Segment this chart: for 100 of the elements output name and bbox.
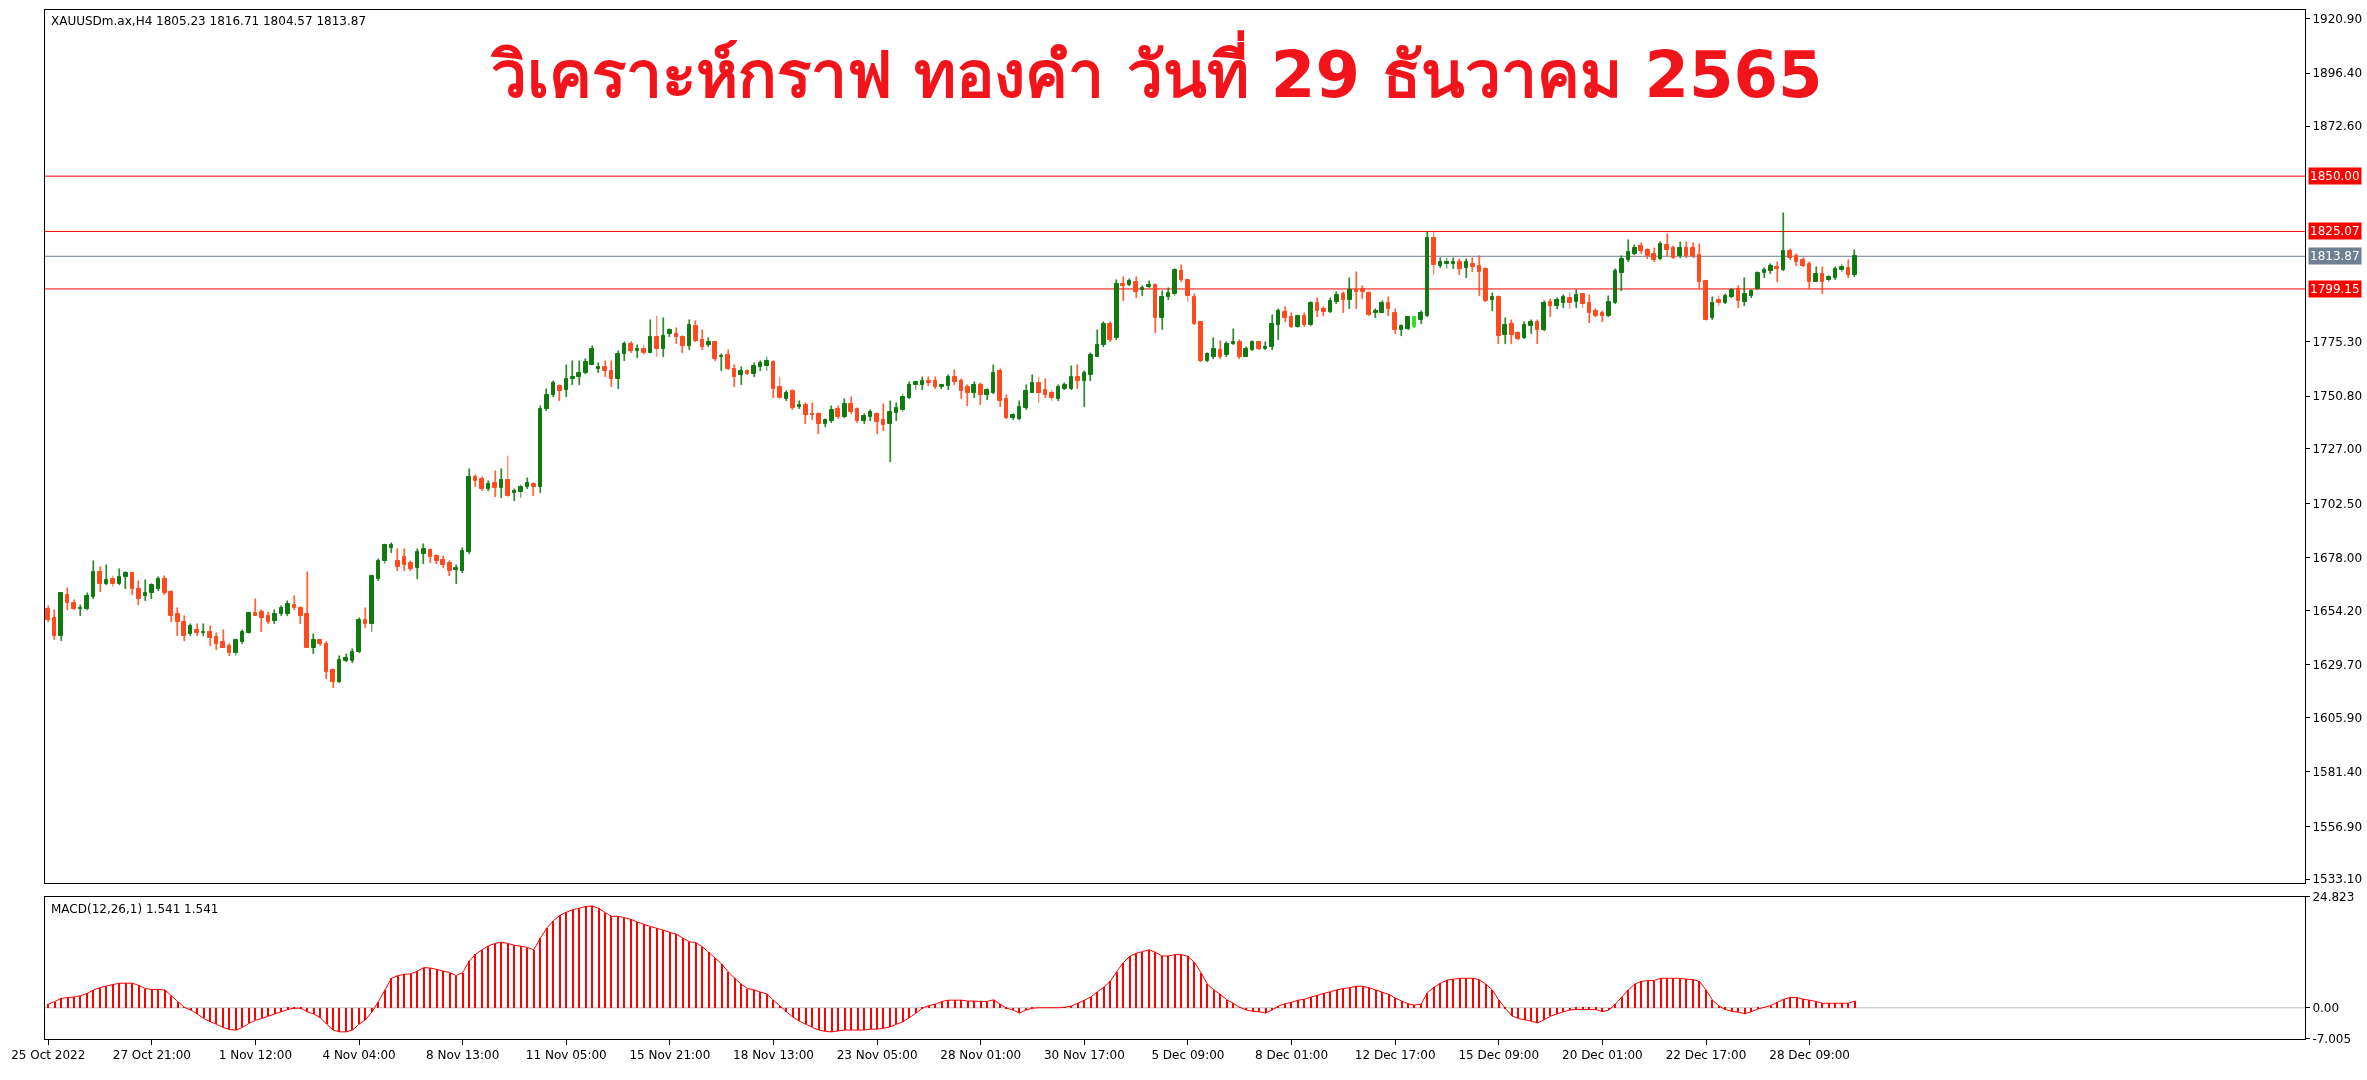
- bar: [1213, 990, 1215, 1008]
- bar: [986, 1002, 988, 1008]
- bar: [533, 950, 535, 1008]
- bar: [1446, 980, 1448, 1008]
- bar: [1640, 981, 1642, 1008]
- bar: [481, 950, 483, 1008]
- bar: [1226, 1000, 1228, 1008]
- x-tick-label: 23 Nov 05:00: [836, 1048, 918, 1063]
- bar: [772, 1000, 774, 1008]
- bar: [209, 1008, 211, 1022]
- bar: [462, 973, 464, 1008]
- bar: [1342, 989, 1344, 1008]
- bar: [649, 927, 651, 1008]
- bar: [565, 912, 567, 1008]
- bar: [131, 983, 133, 1008]
- bar: [1472, 978, 1474, 1008]
- bar: [759, 992, 761, 1008]
- bar: [1536, 1008, 1538, 1023]
- bar: [1193, 962, 1195, 1008]
- x-tick-label: 4 Nov 04:00: [322, 1048, 396, 1063]
- bar: [1478, 980, 1480, 1008]
- bar: [1491, 990, 1493, 1008]
- bar: [1666, 978, 1668, 1008]
- bar: [980, 1002, 982, 1008]
- bar: [1394, 998, 1396, 1008]
- bar: [604, 913, 606, 1008]
- bar: [468, 961, 470, 1008]
- bar: [1452, 979, 1454, 1008]
- bar: [1206, 984, 1208, 1008]
- bar: [364, 1008, 366, 1020]
- x-tick-label: 25 Oct 2022: [11, 1048, 86, 1063]
- bar: [254, 1008, 256, 1020]
- bar: [1129, 956, 1131, 1008]
- bar: [442, 971, 444, 1008]
- bar: [578, 908, 580, 1008]
- bar: [151, 989, 153, 1008]
- bar: [1789, 997, 1791, 1008]
- bar: [1336, 990, 1338, 1008]
- bar: [1141, 952, 1143, 1008]
- x-tick-label: 30 Nov 17:00: [1043, 1048, 1125, 1063]
- bar: [125, 983, 127, 1008]
- bar: [1316, 995, 1318, 1008]
- bar: [766, 994, 768, 1008]
- bar: [1109, 981, 1111, 1008]
- x-tick-label: 8 Dec 01:00: [1255, 1048, 1329, 1063]
- bar: [1465, 978, 1467, 1008]
- bar: [241, 1008, 243, 1027]
- bar: [993, 1000, 995, 1008]
- bar: [753, 990, 755, 1008]
- bar: [734, 978, 736, 1008]
- bar: [397, 976, 399, 1008]
- x-tick-label: 15 Dec 09:00: [1458, 1048, 1540, 1063]
- bar: [416, 971, 418, 1008]
- x-tick-label: 22 Dec 17:00: [1665, 1048, 1747, 1063]
- bar: [92, 990, 94, 1008]
- bar: [908, 1008, 910, 1018]
- bar: [1524, 1008, 1526, 1020]
- bar: [1634, 984, 1636, 1008]
- bar: [1349, 988, 1351, 1008]
- bar: [261, 1008, 263, 1018]
- x-tick-label: 28 Dec 09:00: [1769, 1048, 1850, 1063]
- bar: [105, 986, 107, 1008]
- bar: [248, 1008, 250, 1023]
- bar: [811, 1008, 813, 1027]
- bar: [1459, 978, 1461, 1008]
- bar: [1621, 997, 1623, 1008]
- bar: [79, 996, 81, 1008]
- y-tick-label: -7.005: [2312, 1032, 2352, 1047]
- bar: [636, 922, 638, 1008]
- bar: [449, 973, 451, 1008]
- bar: [60, 998, 62, 1008]
- y-tick-label: 0.00: [2312, 1000, 2340, 1015]
- bar: [656, 928, 658, 1008]
- bar: [1355, 986, 1357, 1008]
- bar: [138, 985, 140, 1008]
- bar: [507, 944, 509, 1008]
- bar: [1647, 981, 1649, 1008]
- bar: [170, 996, 172, 1008]
- bar: [455, 976, 457, 1008]
- bar: [1329, 992, 1331, 1008]
- bar: [222, 1008, 224, 1027]
- bar: [1362, 986, 1364, 1008]
- x-tick-label: 20 Dec 01:00: [1562, 1048, 1643, 1063]
- bar: [1148, 950, 1150, 1008]
- bar: [740, 984, 742, 1008]
- bar: [1731, 1008, 1733, 1011]
- bar: [403, 974, 405, 1008]
- bar: [746, 989, 748, 1008]
- bar: [436, 969, 438, 1008]
- bar: [500, 942, 502, 1008]
- bar: [818, 1008, 820, 1030]
- bar: [332, 1008, 334, 1030]
- x-tick-label: 15 Nov 21:00: [629, 1048, 711, 1063]
- bar: [630, 919, 632, 1008]
- bar: [410, 974, 412, 1008]
- bar: [1090, 997, 1092, 1008]
- x-tick-label: 12 Dec 17:00: [1354, 1048, 1436, 1063]
- bar: [526, 948, 528, 1008]
- bar: [54, 1002, 56, 1008]
- bar: [1310, 997, 1312, 1008]
